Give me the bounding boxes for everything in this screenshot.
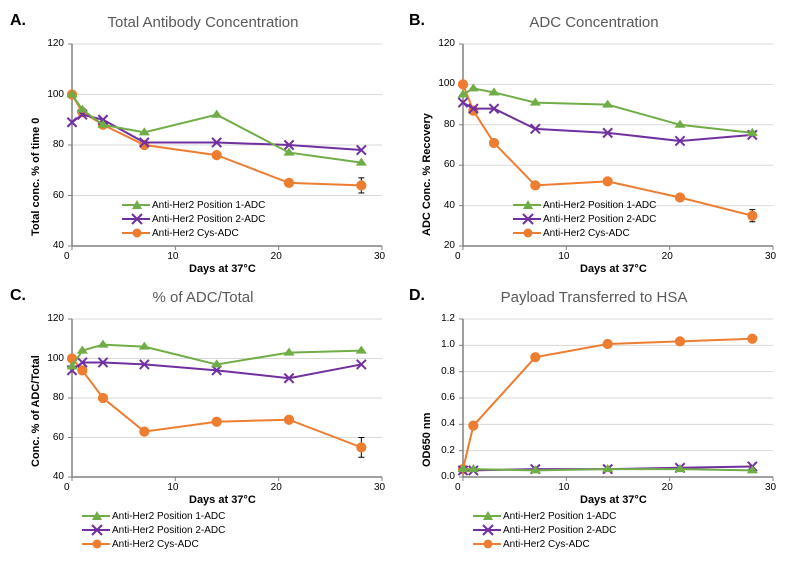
x-tick: 30: [765, 482, 776, 493]
legend: Anti-Her2 Position 1-ADC Anti-Her2 Posit…: [122, 198, 265, 240]
legend-item: Anti-Her2 Position 2-ADC: [473, 523, 616, 537]
panel-d: D.Payload Transferred to HSA01020300.00.…: [401, 285, 787, 555]
legend-label: Anti-Her2 Cys-ADC: [503, 539, 590, 550]
x-tick: 10: [167, 482, 178, 493]
y-tick: 1.0: [425, 339, 455, 350]
legend-item: Anti-Her2 Position 2-ADC: [122, 212, 265, 226]
x-axis-label: Days at 37°C: [580, 263, 647, 275]
y-tick: 40: [34, 240, 64, 251]
x-tick: 20: [271, 482, 282, 493]
legend-label: Anti-Her2 Position 1-ADC: [112, 511, 225, 522]
legend-label: Anti-Her2 Cys-ADC: [152, 228, 239, 239]
legend: Anti-Her2 Position 1-ADC Anti-Her2 Posit…: [82, 509, 225, 551]
legend-item: Anti-Her2 Cys-ADC: [473, 537, 616, 551]
x-tick: 10: [167, 251, 178, 262]
x-tick: 20: [662, 251, 673, 262]
y-tick: 0.6: [425, 392, 455, 403]
x-axis-label: Days at 37°C: [580, 494, 647, 506]
x-tick: 30: [374, 251, 385, 262]
legend-label: Anti-Her2 Position 2-ADC: [112, 525, 225, 536]
legend-item: Anti-Her2 Position 1-ADC: [513, 198, 656, 212]
y-tick: 120: [34, 313, 64, 324]
panel-b: B.ADC Concentration010203020406080100120…: [401, 10, 787, 280]
legend-item: Anti-Her2 Position 1-ADC: [473, 509, 616, 523]
panel-c: C.% of ADC/Total0102030406080100120Days …: [10, 285, 396, 555]
y-tick: 40: [34, 471, 64, 482]
legend-item: Anti-Her2 Position 1-ADC: [82, 509, 225, 523]
y-tick: 0.8: [425, 366, 455, 377]
x-tick: 20: [271, 251, 282, 262]
x-tick: 10: [558, 482, 569, 493]
x-axis-label: Days at 37°C: [189, 263, 256, 275]
legend-item: Anti-Her2 Position 1-ADC: [122, 198, 265, 212]
legend: Anti-Her2 Position 1-ADC Anti-Her2 Posit…: [513, 198, 656, 240]
y-tick: 0.0: [425, 471, 455, 482]
legend-label: Anti-Her2 Position 1-ADC: [152, 200, 265, 211]
x-tick: 0: [64, 482, 70, 493]
legend-item: Anti-Her2 Cys-ADC: [82, 537, 225, 551]
y-tick: 20: [425, 240, 455, 251]
y-tick: 120: [425, 38, 455, 49]
y-tick: 120: [34, 38, 64, 49]
legend-label: Anti-Her2 Position 2-ADC: [503, 525, 616, 536]
legend-label: Anti-Her2 Position 2-ADC: [543, 214, 656, 225]
y-tick: 1.2: [425, 313, 455, 324]
y-axis-label: Conc. % of ADC/Total: [30, 355, 42, 467]
legend-item: Anti-Her2 Position 2-ADC: [82, 523, 225, 537]
y-axis-label: ADC Conc. % Recovery: [421, 113, 433, 236]
legend-label: Anti-Her2 Position 1-ADC: [543, 200, 656, 211]
legend-label: Anti-Her2 Position 2-ADC: [152, 214, 265, 225]
y-tick: 100: [425, 78, 455, 89]
legend-label: Anti-Her2 Cys-ADC: [112, 539, 199, 550]
legend-item: Anti-Her2 Cys-ADC: [122, 226, 265, 240]
x-tick: 0: [64, 251, 70, 262]
x-tick: 30: [765, 251, 776, 262]
y-axis-label: Total conc. % of time 0: [30, 118, 42, 236]
chart-grid: A.Total Antibody Concentration0102030406…: [10, 10, 787, 555]
x-axis-label: Days at 37°C: [189, 494, 256, 506]
x-tick: 20: [662, 482, 673, 493]
y-tick: 100: [34, 89, 64, 100]
x-tick: 30: [374, 482, 385, 493]
panel-a: A.Total Antibody Concentration0102030406…: [10, 10, 396, 280]
y-axis-label: OD650 nm: [421, 413, 433, 467]
legend-label: Anti-Her2 Position 1-ADC: [503, 511, 616, 522]
legend-item: Anti-Her2 Cys-ADC: [513, 226, 656, 240]
legend: Anti-Her2 Position 1-ADC Anti-Her2 Posit…: [473, 509, 616, 551]
x-tick: 0: [455, 482, 461, 493]
x-tick: 10: [558, 251, 569, 262]
x-tick: 0: [455, 251, 461, 262]
legend-item: Anti-Her2 Position 2-ADC: [513, 212, 656, 226]
legend-label: Anti-Her2 Cys-ADC: [543, 228, 630, 239]
